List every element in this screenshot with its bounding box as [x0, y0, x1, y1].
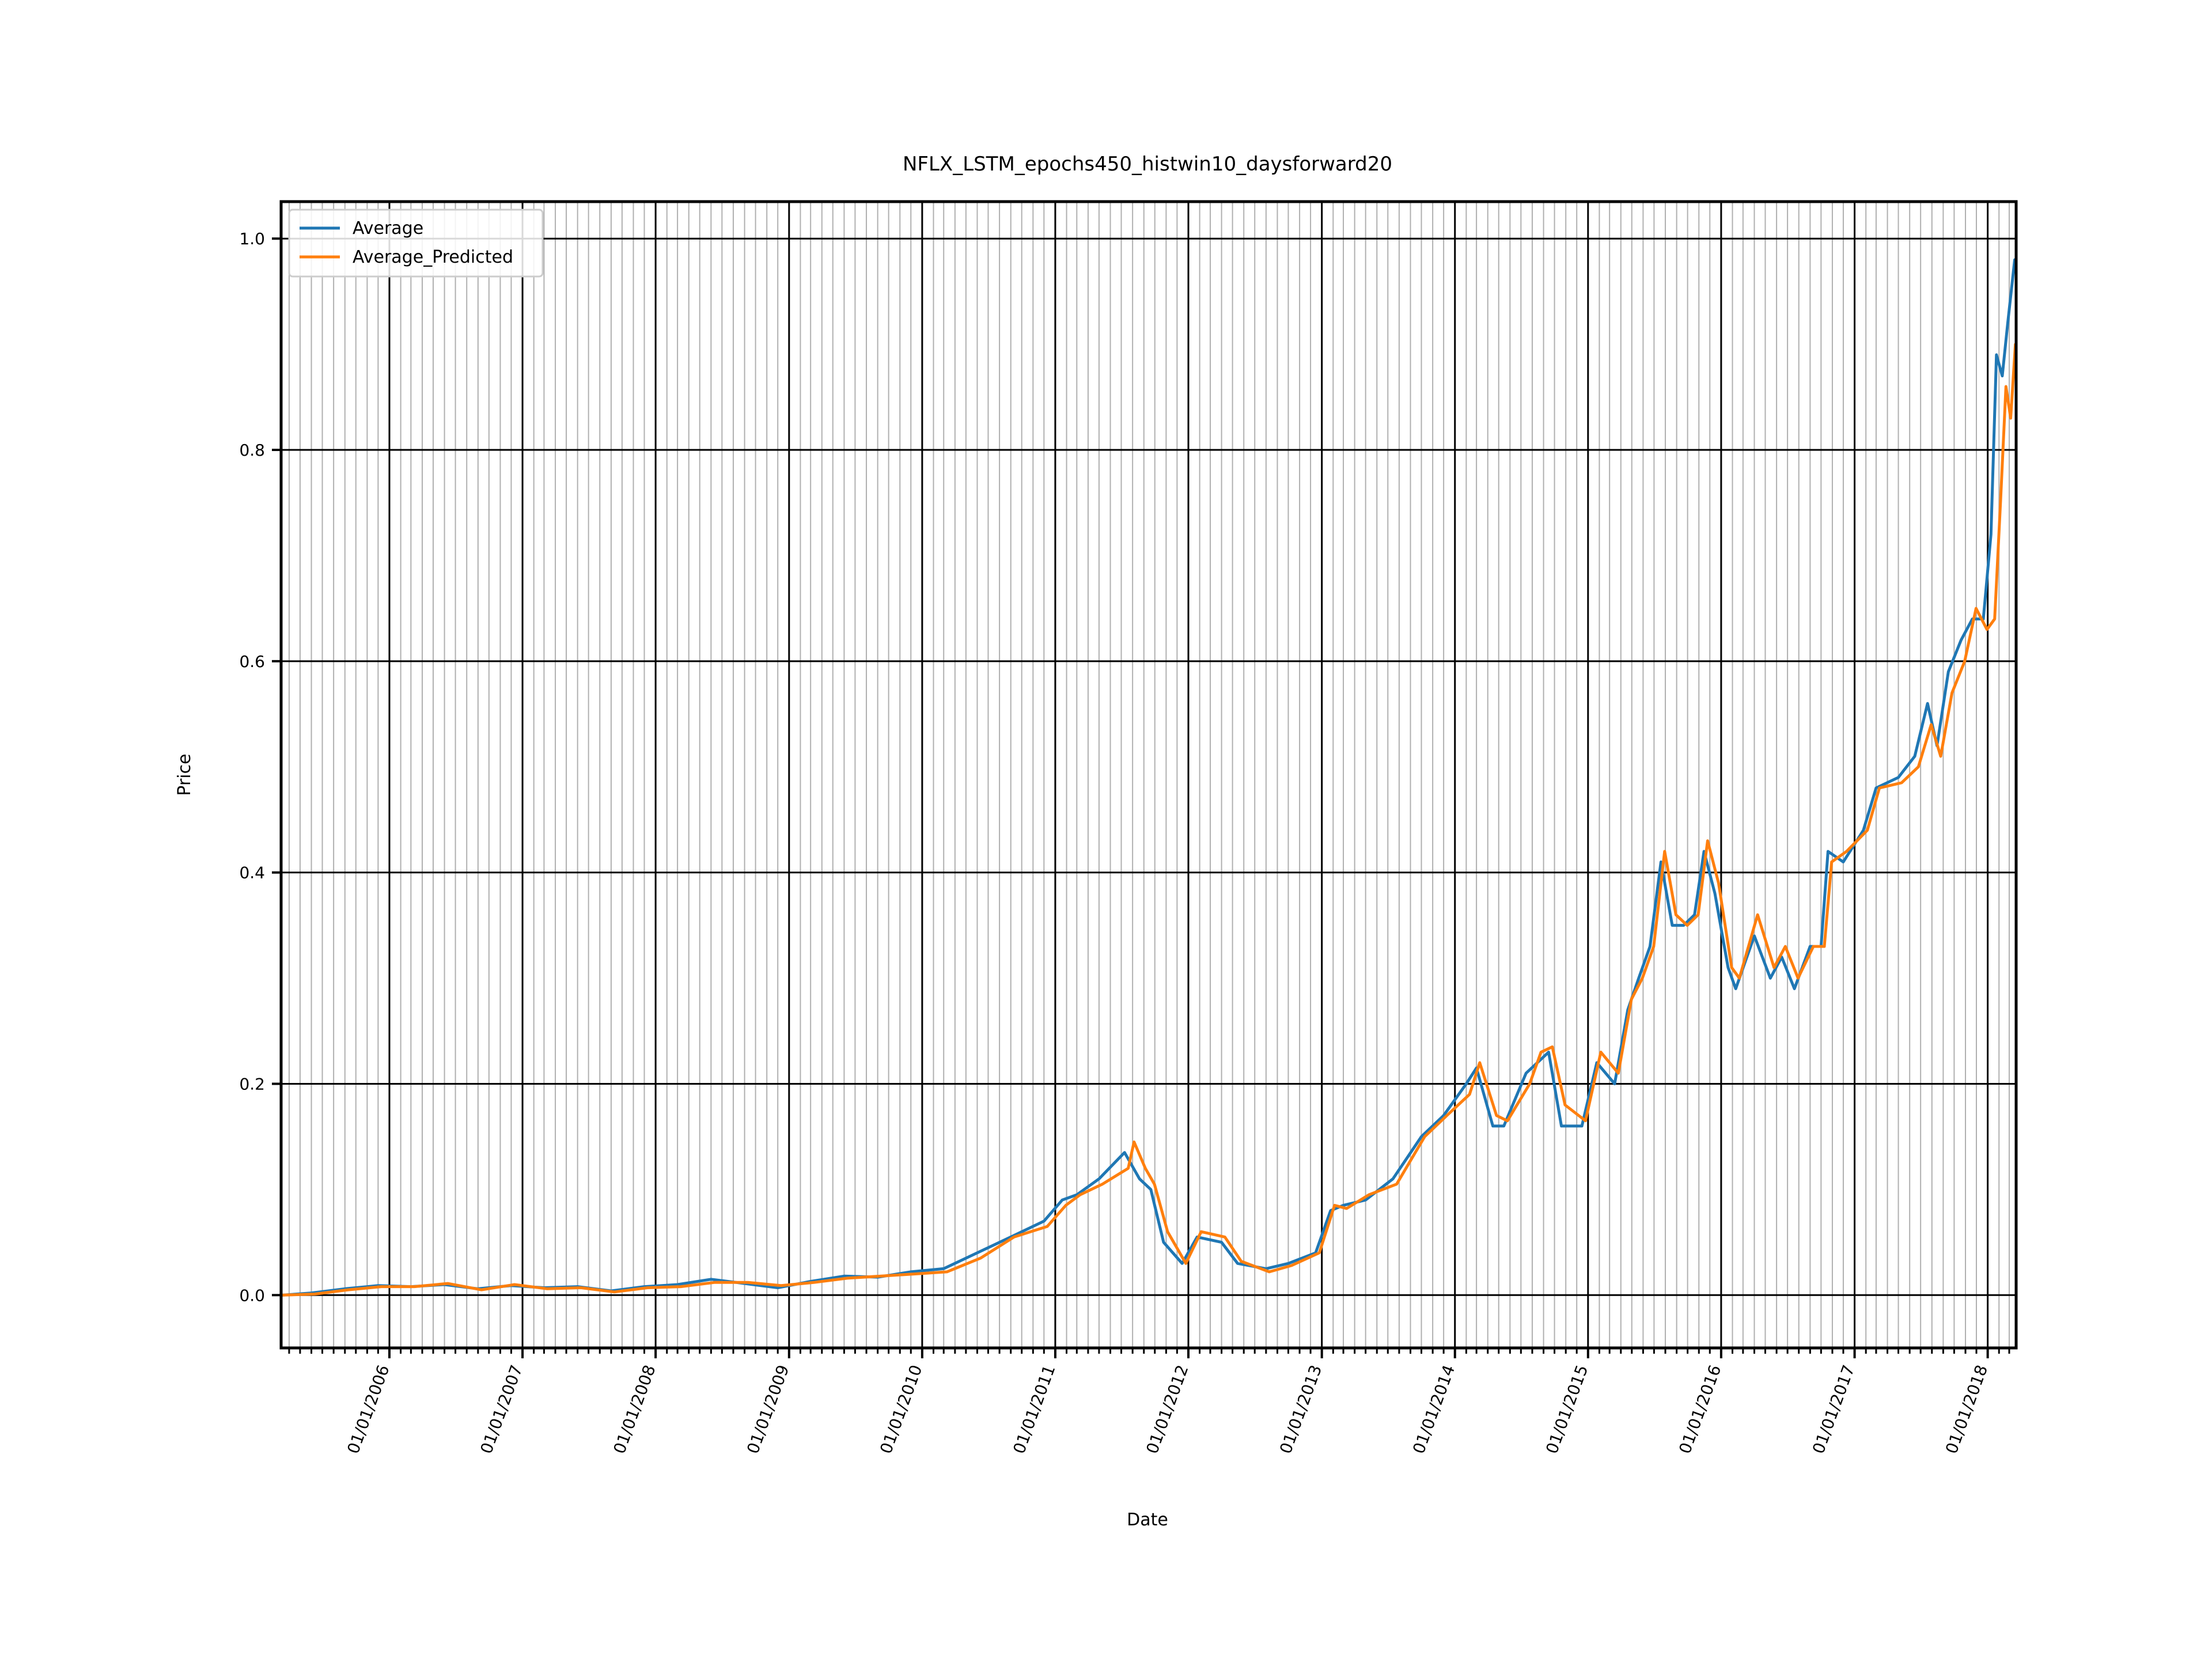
plot-area	[279, 200, 2018, 1350]
x-axis-label: Date	[1127, 1510, 1168, 1530]
y-tick-label: 0.6	[239, 652, 265, 671]
legend-label-average-predicted: Average_Predicted	[353, 247, 513, 267]
y-tick-label: 0.0	[239, 1286, 265, 1305]
y-tick-label: 0.8	[239, 441, 265, 460]
legend: Average Average_Predicted	[288, 209, 544, 278]
y-tick-label: 0.2	[239, 1074, 265, 1093]
series-lines	[281, 258, 2017, 1297]
series-line-average-predicted	[281, 343, 2017, 1297]
y-axis-label: Price	[175, 753, 195, 796]
series-line-average	[281, 258, 2016, 1297]
legend-box	[288, 209, 544, 278]
y-axis-ticks: 0.0 0.2 0.4 0.6 0.8 1.0	[239, 229, 281, 1305]
y-tick-label: 1.0	[239, 229, 265, 248]
major-grid	[281, 202, 2016, 1348]
chart-title: NFLX_LSTM_epochs450_histwin10_daysforwar…	[903, 153, 1392, 176]
axes-frame	[279, 200, 2018, 1350]
minor-grid	[288, 202, 2010, 1348]
legend-label-average: Average	[353, 218, 423, 238]
y-tick-label: 0.4	[239, 863, 265, 882]
axes-background	[281, 202, 2016, 1348]
